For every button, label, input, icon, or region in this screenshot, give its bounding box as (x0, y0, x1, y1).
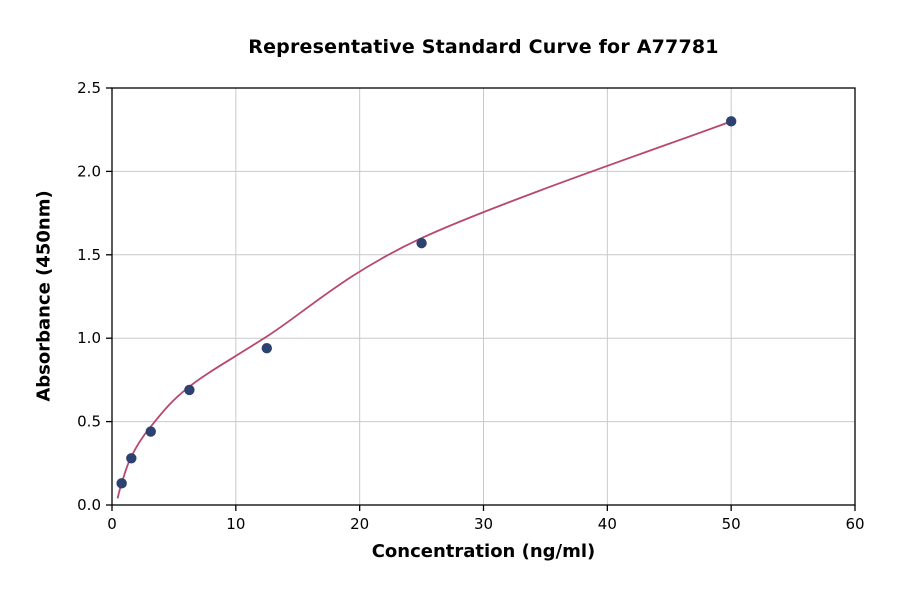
data-point (261, 343, 272, 354)
y-tick-label: 0.5 (77, 413, 101, 431)
y-tick-label: 1.5 (77, 246, 101, 264)
data-point (184, 384, 195, 396)
data-point (116, 478, 127, 489)
x-tick-label: 10 (226, 515, 245, 533)
data-point (126, 453, 137, 464)
y-tick-label: 2.5 (77, 79, 101, 97)
x-tick-label: 40 (598, 515, 617, 533)
fit-curve (116, 120, 732, 499)
y-tick-label: 0.0 (77, 496, 101, 514)
chart-title: Representative Standard Curve for A77781 (248, 36, 719, 58)
x-tick-label: 30 (474, 515, 493, 533)
x-tick-label: 0 (107, 515, 117, 533)
y-tick-label: 1.0 (77, 329, 101, 347)
data-point (416, 237, 427, 249)
data-point (725, 116, 737, 127)
y-tick-label: 2.0 (77, 162, 101, 180)
data-point (145, 426, 156, 437)
y-axis-label: Absorbance (450nm) (33, 190, 55, 402)
x-tick-label: 20 (350, 515, 369, 533)
x-tick-label: 60 (845, 515, 864, 533)
x-axis-label: Concentration (ng/ml) (371, 541, 596, 562)
x-tick-label: 50 (722, 515, 741, 533)
